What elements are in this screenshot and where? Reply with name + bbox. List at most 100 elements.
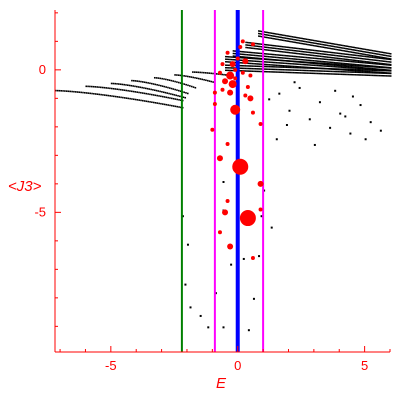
black-data-point (229, 56, 231, 58)
black-data-point (380, 62, 382, 65)
black-data-point (327, 73, 330, 75)
black-data-point (344, 68, 347, 71)
black-data-point (337, 63, 340, 66)
black-data-point (375, 68, 378, 70)
black-data-point (374, 71, 376, 73)
black-data-point (110, 87, 113, 90)
black-data-point (232, 69, 234, 72)
black-data-point (314, 49, 316, 52)
black-data-point (375, 57, 378, 59)
black-data-point (293, 58, 295, 60)
black-data-point (291, 63, 293, 65)
black-data-point (387, 63, 389, 66)
black-data-point (239, 55, 242, 58)
black-data-point (316, 45, 319, 48)
red-data-point (238, 45, 243, 50)
black-data-point (239, 50, 242, 53)
black-data-point (388, 61, 391, 63)
black-data-point (323, 62, 326, 65)
black-data-point (267, 53, 270, 55)
black-data-point (286, 40, 288, 42)
black-data-point (368, 70, 371, 73)
red-data-point (222, 78, 229, 85)
black-data-point (381, 62, 384, 65)
black-data-point (289, 66, 292, 69)
black-data-point (263, 52, 266, 55)
black-data-point (183, 91, 185, 94)
black-data-point (350, 48, 353, 51)
black-data-point (244, 70, 247, 72)
black-data-point (151, 101, 153, 103)
black-data-point (141, 86, 143, 89)
black-data-point (276, 33, 278, 35)
black-data-point (342, 65, 344, 67)
red-data-point (258, 207, 263, 212)
black-data-point (339, 49, 341, 51)
black-data-point (374, 72, 376, 74)
black-data-point (176, 98, 179, 101)
black-data-point (300, 61, 302, 63)
black-data-point (344, 64, 347, 66)
black-data-point (136, 80, 139, 82)
black-data-point (318, 72, 320, 75)
black-data-point (342, 53, 344, 55)
black-data-point (225, 64, 227, 66)
black-data-point (293, 36, 295, 38)
black-data-point (366, 48, 368, 51)
black-data-point (330, 68, 333, 70)
black-data-point (353, 51, 355, 54)
black-data-point (288, 46, 291, 49)
black-data-point (278, 71, 281, 73)
black-data-point (239, 61, 241, 64)
black-data-point (384, 63, 386, 65)
black-data-point (311, 69, 313, 72)
black-data-point (107, 94, 110, 97)
black-data-point (291, 55, 294, 58)
black-data-point (270, 34, 273, 37)
black-data-point (318, 40, 320, 43)
black-data-point (384, 54, 386, 57)
black-data-point (312, 67, 314, 69)
black-data-point (344, 73, 347, 76)
black-data-point (163, 78, 165, 80)
black-data-point (229, 69, 231, 72)
black-data-point (350, 59, 353, 61)
black-data-point (274, 54, 277, 56)
black-data-point (301, 72, 303, 74)
black-data-point (363, 69, 365, 71)
black-data-point (349, 73, 351, 76)
black-data-point (340, 73, 343, 76)
black-data-point (344, 66, 347, 69)
black-data-point (305, 64, 307, 66)
black-data-point (288, 66, 290, 69)
black-data-point (275, 71, 278, 73)
black-data-point (282, 71, 285, 74)
black-data-point (384, 52, 386, 54)
black-data-point (269, 44, 271, 46)
black-data-point (168, 87, 171, 89)
black-data-point (295, 65, 298, 68)
black-data-point (297, 56, 299, 58)
black-data-point (284, 66, 286, 68)
black-data-point (287, 37, 290, 40)
black-data-point (370, 74, 372, 77)
black-data-point (387, 75, 389, 77)
black-data-point (287, 62, 289, 65)
black-data-point (116, 83, 118, 85)
black-data-point (368, 69, 371, 71)
black-data-point (308, 44, 311, 46)
black-data-point (232, 58, 234, 61)
black-data-point (85, 92, 88, 94)
black-data-point (328, 42, 330, 44)
black-data-point (249, 42, 252, 44)
black-data-point (284, 51, 287, 53)
black-data-point (357, 54, 360, 57)
black-data-point (354, 57, 357, 59)
black-data-point (145, 92, 148, 95)
black-data-point (270, 64, 272, 66)
black-data-point (138, 99, 140, 101)
black-data-point (229, 67, 231, 69)
black-data-point (118, 88, 120, 91)
black-data-point (304, 38, 306, 40)
black-data-point (100, 93, 102, 96)
